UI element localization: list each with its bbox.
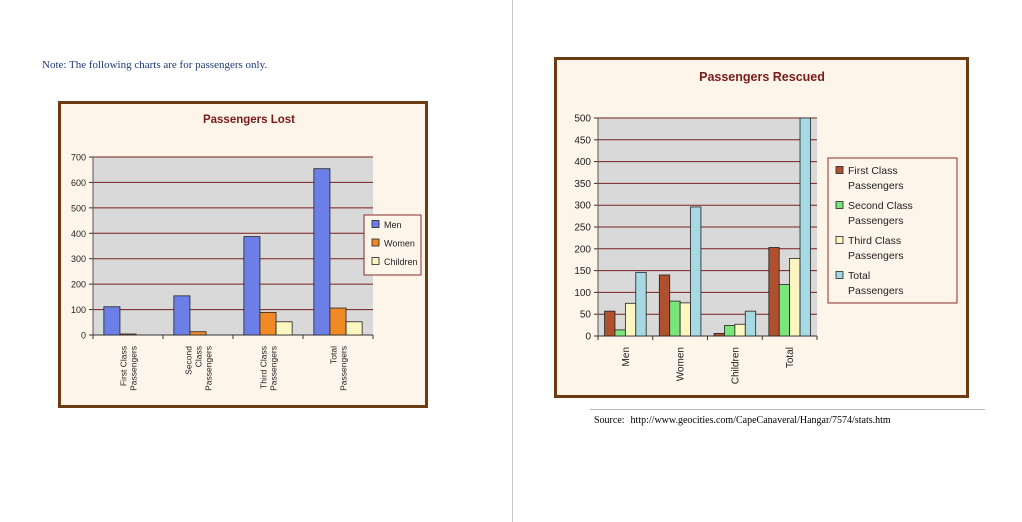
- legend-swatch-third-class: [835, 236, 844, 244]
- y-tick-label: 300: [71, 254, 86, 264]
- x-category-label: Passengers: [129, 346, 139, 391]
- y-tick-label: 400: [71, 229, 86, 239]
- legend-swatch-second-class: [835, 201, 844, 209]
- bar-total-passengers: [799, 117, 811, 337]
- legend-label: Men: [384, 220, 402, 230]
- y-tick-label: 100: [574, 288, 591, 299]
- bar-second-class: [614, 329, 626, 337]
- chart-title: Passengers Lost: [203, 114, 295, 126]
- bar-first-class: [604, 310, 616, 337]
- legend-label: Passengers: [848, 250, 903, 262]
- y-tick-label: 600: [71, 178, 86, 188]
- legend-swatch-first-class: [835, 166, 844, 174]
- bar-men: [243, 236, 261, 336]
- x-category-label: Passengers: [339, 346, 349, 391]
- legend-label: Third Class: [848, 235, 901, 247]
- legend-label: Total: [848, 270, 870, 282]
- bar-total-passengers: [690, 206, 702, 337]
- bar-children: [275, 321, 293, 336]
- bar-third-class: [624, 302, 637, 337]
- x-category-label: Total: [329, 346, 339, 364]
- legend-label: First Class: [848, 165, 898, 177]
- legend-box: [827, 157, 958, 304]
- y-tick-label: 350: [574, 179, 591, 190]
- y-tick-label: 0: [585, 332, 591, 343]
- x-category-label: Children: [730, 347, 741, 384]
- bar-third-class: [789, 257, 801, 337]
- x-category-label: First Class: [119, 346, 129, 386]
- chart-passengers-rescued: Passengers Rescued 0 50 100 150 200 250 300 350 4…: [554, 57, 969, 398]
- bar-women: [189, 331, 207, 336]
- legend-label: Passengers: [848, 215, 903, 227]
- bar-second-class: [724, 325, 736, 337]
- y-tick-label: 300: [574, 201, 591, 212]
- y-tick-label: 450: [574, 135, 591, 146]
- x-category-label: Second: [184, 346, 194, 375]
- legend-label: Passengers: [848, 180, 903, 192]
- x-category-label: Men: [621, 347, 632, 366]
- y-tick-label: 150: [574, 266, 591, 277]
- bar-total-passengers: [744, 310, 757, 337]
- bar-total-passengers: [635, 271, 647, 337]
- bar-third-class: [679, 302, 691, 337]
- bar-men: [103, 306, 121, 336]
- chart-title: Passengers Rescued: [699, 70, 825, 84]
- bar-men: [173, 295, 191, 336]
- chart-rescued-svg: Passengers Rescued 0 50 100 150 200 250 300 350 4…: [574, 70, 958, 384]
- source-divider: [590, 409, 985, 410]
- y-tick-label: 700: [71, 153, 86, 163]
- bar-women: [259, 311, 277, 336]
- bar-third-class: [734, 323, 746, 337]
- bar-second-class: [669, 300, 681, 337]
- x-category-label: Class: [194, 346, 204, 367]
- x-category-label: Women: [676, 347, 687, 381]
- y-tick-label: 250: [574, 223, 591, 234]
- bar-first-class: [768, 247, 780, 337]
- legend-swatch-women: [371, 238, 380, 247]
- x-category-label: Passengers: [269, 346, 279, 391]
- x-category-label: Total: [785, 347, 796, 368]
- y-tick-label: 0: [81, 331, 86, 341]
- source-label: Source:: [594, 415, 625, 426]
- source-url[interactable]: http://www.geocities.com/CapeCanaveral/H…: [630, 415, 891, 426]
- source-citation: Source: http://www.geocities.com/CapeCana…: [594, 415, 891, 426]
- bar-second-class: [778, 284, 791, 337]
- y-tick-label: 500: [574, 114, 591, 125]
- note-text: Note: The following charts are for passe…: [42, 59, 268, 71]
- legend-label: Children: [384, 257, 418, 267]
- legend-swatch-children: [371, 257, 380, 265]
- bar-women: [119, 333, 137, 336]
- bar-men: [313, 168, 331, 336]
- legend-swatch-total-passengers: [835, 271, 844, 279]
- bar-women: [329, 307, 347, 336]
- legend-label: Women: [384, 239, 415, 249]
- y-tick-label: 50: [580, 310, 592, 321]
- chart-passengers-lost: Passengers Lost 0 100 200 300 400 500 600 700 Fir…: [58, 101, 428, 408]
- page-divider: [512, 0, 513, 522]
- y-tick-label: 200: [574, 244, 591, 255]
- y-tick-label: 200: [71, 280, 86, 290]
- legend-swatch-men: [371, 220, 380, 228]
- x-category-label: Third Class: [259, 346, 269, 389]
- x-category-label: Passengers: [204, 346, 214, 391]
- y-tick-label: 500: [71, 203, 86, 213]
- y-tick-label: 100: [71, 305, 86, 315]
- y-tick-label: 400: [574, 157, 591, 168]
- chart-lost-svg: Passengers Lost 0 100 200 300 400 500 600 700 Fir…: [71, 114, 422, 391]
- bar-first-class: [713, 332, 725, 337]
- bar-children: [345, 321, 363, 336]
- legend-label: Passengers: [848, 285, 903, 297]
- bar-first-class: [658, 274, 671, 337]
- legend-label: Second Class: [848, 200, 913, 212]
